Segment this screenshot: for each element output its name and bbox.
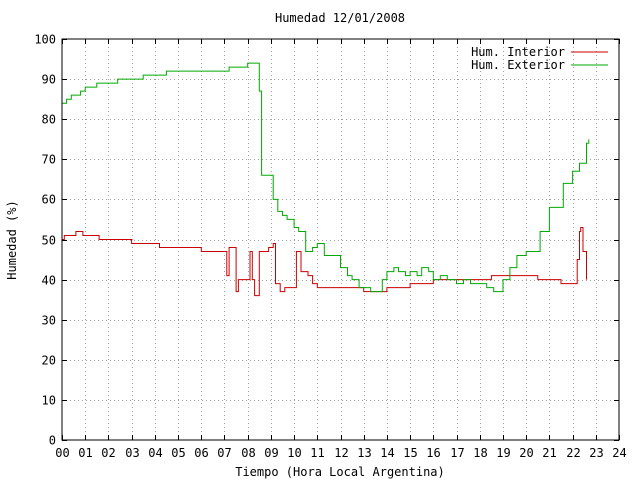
- y-tick-label: 100: [34, 33, 56, 47]
- x-tick-label: 24: [612, 446, 626, 460]
- series-line-interior: [62, 227, 587, 297]
- y-tick-label: 30: [42, 314, 56, 328]
- x-tick-label: 05: [171, 446, 185, 460]
- x-tick-label: 20: [519, 446, 533, 460]
- axis-ticks: 00 01 02 03 04 05 06 07 08 09 10 11 12 13 14 15 16 17 18 19…: [34, 33, 626, 461]
- y-tick-label: 80: [42, 113, 56, 127]
- x-tick-label: 04: [148, 446, 162, 460]
- plot-frame: [61, 38, 620, 441]
- x-tick-label: 02: [101, 446, 115, 460]
- x-tick-label: 15: [403, 446, 417, 460]
- x-tick-label: 08: [241, 446, 255, 460]
- x-tick-label: 17: [450, 446, 464, 460]
- x-tick-label: 11: [310, 446, 324, 460]
- x-tick-label: 19: [496, 446, 510, 460]
- x-tick-label: 03: [125, 446, 139, 460]
- y-tick-label: 40: [42, 274, 56, 288]
- x-axis-label: Tiempo (Hora Local Argentina): [235, 465, 445, 479]
- series-lines: [62, 62, 590, 297]
- y-tick-label: 10: [42, 394, 56, 408]
- series-line-exterior: [62, 62, 590, 293]
- x-tick-label: 21: [542, 446, 556, 460]
- y-tick-label: 20: [42, 354, 56, 368]
- x-tick-label: 10: [287, 446, 301, 460]
- y-axis-label: Humedad (%): [5, 200, 19, 279]
- y-tick-label: 70: [42, 153, 56, 167]
- x-tick-label: 07: [217, 446, 231, 460]
- legend-label: Hum. Interior: [471, 45, 565, 59]
- x-tick-label: 13: [357, 446, 371, 460]
- chart-title: Humedad 12/01/2008: [275, 11, 405, 25]
- y-tick-label: 0: [49, 434, 56, 448]
- x-tick-label: 16: [426, 446, 440, 460]
- x-tick-label: 18: [473, 446, 487, 460]
- x-tick-label: 09: [264, 446, 278, 460]
- x-tick-label: 01: [78, 446, 92, 460]
- y-tick-label: 90: [42, 73, 56, 87]
- x-tick-label: 06: [194, 446, 208, 460]
- y-tick-label: 50: [42, 234, 56, 248]
- x-tick-label: 00: [55, 446, 69, 460]
- x-tick-label: 22: [566, 446, 580, 460]
- x-tick-label: 23: [589, 446, 603, 460]
- x-tick-label: 12: [334, 446, 348, 460]
- x-tick-label: 14: [380, 446, 394, 460]
- legend-label: Hum. Exterior: [471, 58, 565, 72]
- grid: [62, 39, 619, 440]
- y-tick-label: 60: [42, 193, 56, 207]
